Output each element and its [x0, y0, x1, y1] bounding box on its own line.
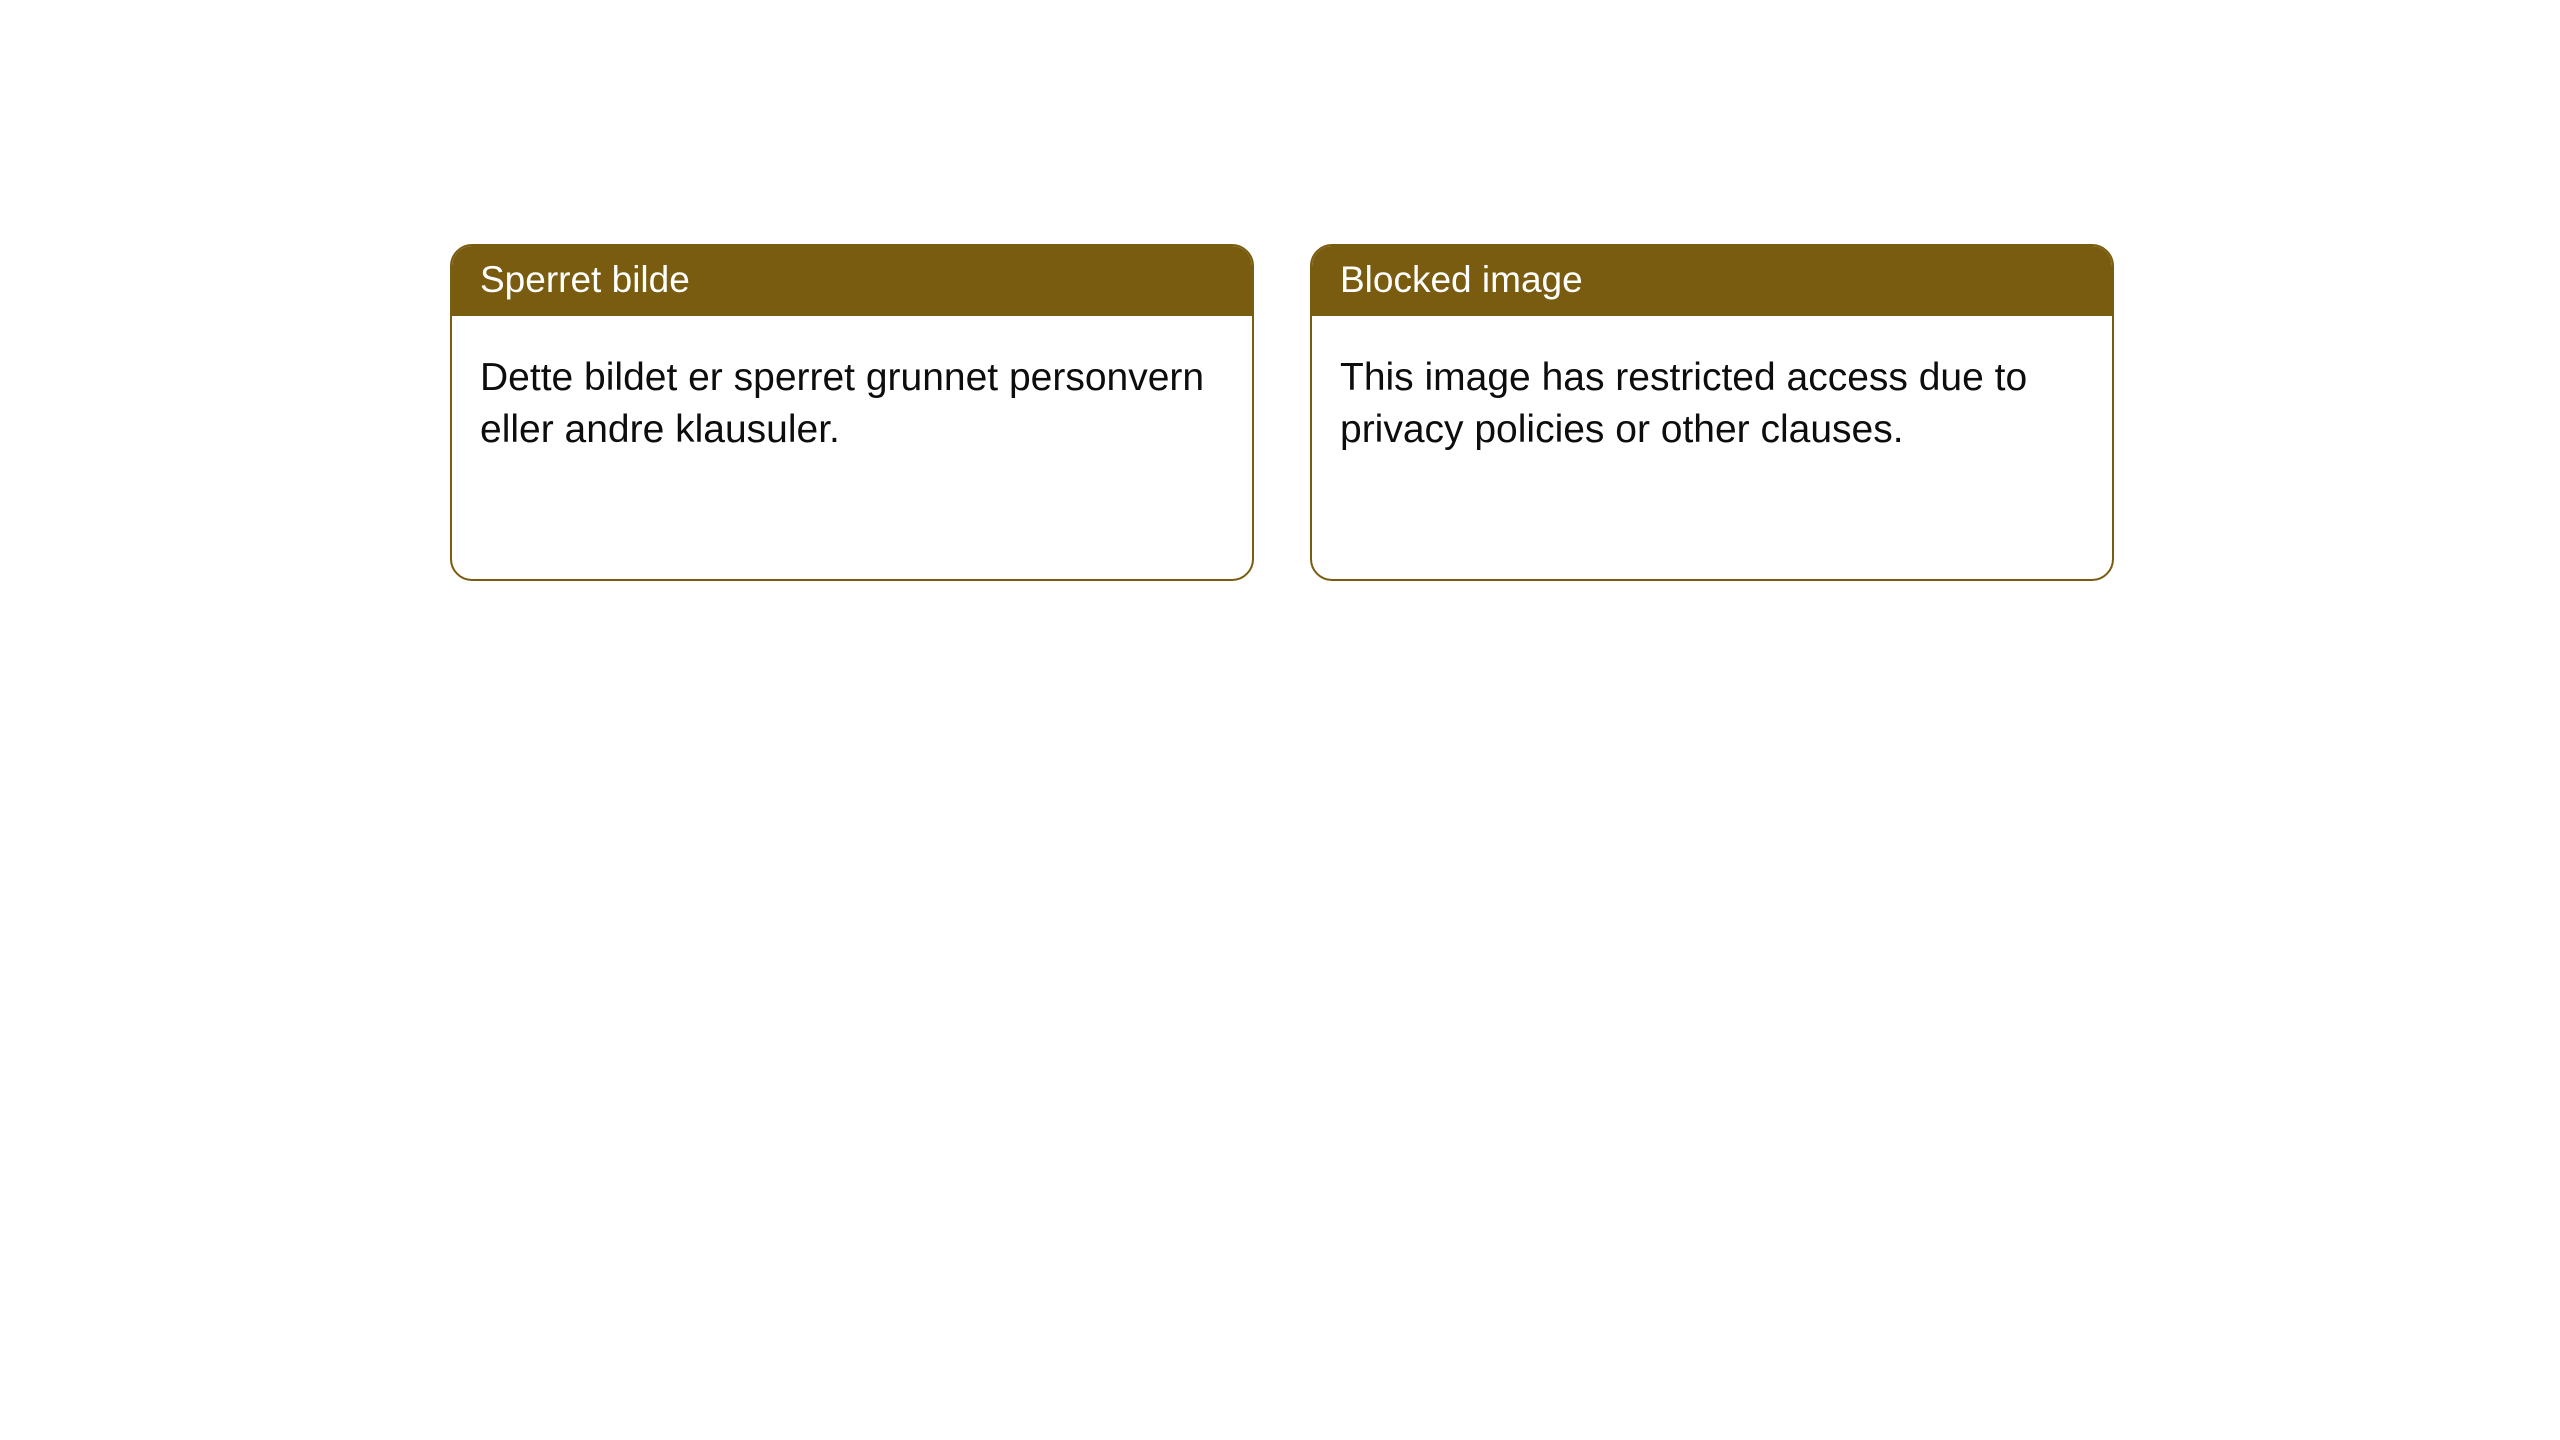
card-body-text: Dette bildet er sperret grunnet personve…	[452, 316, 1252, 492]
notice-card-english: Blocked image This image has restricted …	[1310, 244, 2114, 581]
cards-container: Sperret bilde Dette bildet er sperret gr…	[450, 244, 2114, 581]
notice-card-norwegian: Sperret bilde Dette bildet er sperret gr…	[450, 244, 1254, 581]
card-title: Sperret bilde	[452, 246, 1252, 316]
card-body-text: This image has restricted access due to …	[1312, 316, 2112, 492]
card-title: Blocked image	[1312, 246, 2112, 316]
